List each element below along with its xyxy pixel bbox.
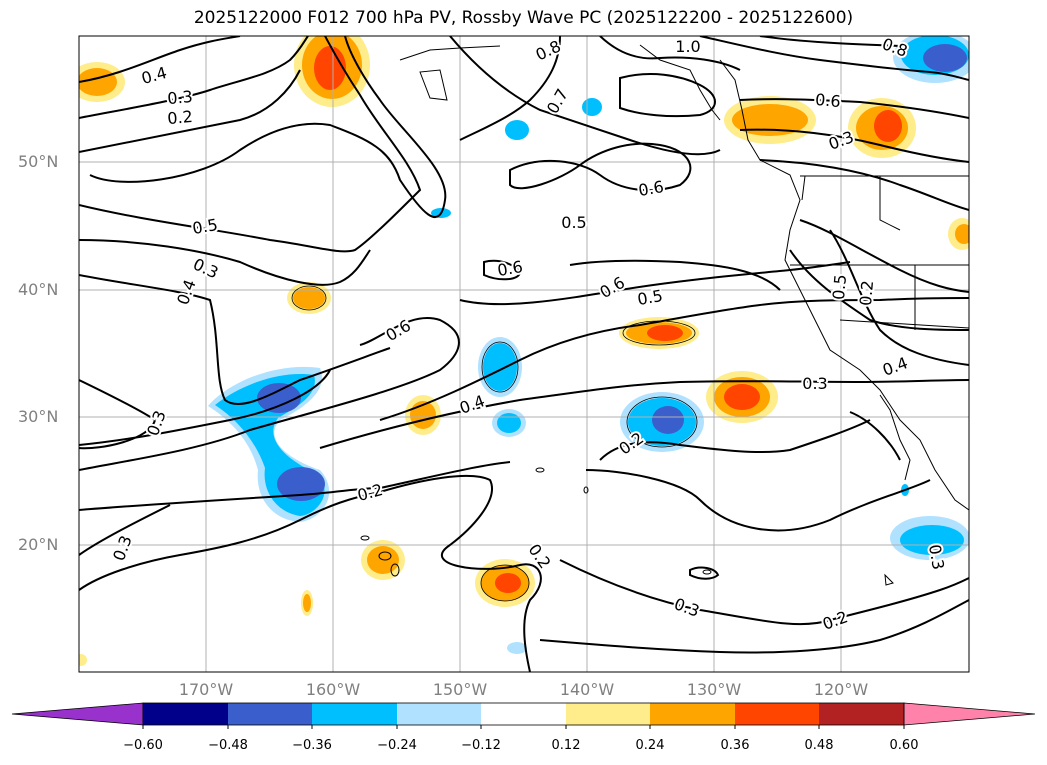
anomaly-blob bbox=[293, 287, 325, 309]
anomaly-blob bbox=[483, 343, 517, 391]
colorbar-tick-label: 0.24 bbox=[635, 738, 665, 753]
map-frame bbox=[78, 35, 970, 673]
contour-label: 0.6 bbox=[814, 90, 841, 111]
anomaly-blob bbox=[724, 384, 760, 410]
contour-label: 0.5 bbox=[829, 274, 850, 301]
contour-label: 0.2 bbox=[167, 107, 194, 128]
colorbar-tick-label: 0.12 bbox=[551, 738, 581, 753]
colorbar-segment bbox=[819, 703, 904, 725]
anomaly-blob bbox=[582, 98, 602, 116]
contour-label: 0.3 bbox=[802, 374, 827, 393]
colorbar-tick-label: −0.12 bbox=[461, 738, 501, 753]
anomaly-blob bbox=[507, 642, 527, 654]
colorbar-tick-label: −0.24 bbox=[377, 738, 417, 753]
contour-label: 0.2 bbox=[355, 480, 385, 505]
contour-label: 0.3 bbox=[925, 543, 948, 571]
colorbar-extend-low bbox=[11, 702, 144, 726]
contour-label: 1.0 bbox=[675, 37, 700, 56]
anomaly-blob bbox=[497, 413, 521, 433]
colorbar-extend-high bbox=[903, 702, 1036, 726]
contour-label: 0.6 bbox=[382, 316, 414, 345]
colorbar-segment bbox=[312, 703, 397, 725]
contour-label: 0.5 bbox=[636, 286, 664, 309]
colorbar-segment bbox=[228, 703, 312, 725]
anomaly-blob bbox=[257, 383, 301, 413]
pv-contours bbox=[79, 36, 969, 672]
lon-label-120w: 120°W bbox=[813, 680, 869, 699]
coastlines bbox=[360, 44, 969, 586]
anomaly-blob bbox=[495, 573, 521, 593]
anomaly-blob bbox=[314, 46, 346, 90]
lon-label-140w: 140°W bbox=[559, 680, 615, 699]
lon-label-130w: 130°W bbox=[686, 680, 742, 699]
colorbar-frame bbox=[142, 702, 905, 726]
colorbar-segment bbox=[143, 703, 228, 725]
anomaly-blob bbox=[900, 525, 964, 555]
lat-label-40n: 40°N bbox=[18, 280, 59, 299]
anomaly-blob bbox=[505, 120, 529, 140]
colorbar-segment bbox=[650, 703, 735, 725]
contour-label: 0.5 bbox=[191, 215, 219, 238]
colorbar-tick-label: 0.36 bbox=[720, 738, 750, 753]
contour-label: 0.6 bbox=[637, 177, 665, 200]
contour-label: 0.4 bbox=[139, 63, 169, 88]
map-plot-area bbox=[79, 36, 969, 672]
blob-outlines bbox=[291, 285, 698, 602]
anomaly-blob bbox=[277, 467, 325, 501]
colorbar-segment bbox=[566, 703, 650, 725]
lat-label-50n: 50°N bbox=[18, 152, 59, 171]
anomaly-blob bbox=[955, 224, 969, 244]
contour-label: 0.5 bbox=[561, 213, 586, 232]
lon-label-160w: 160°W bbox=[305, 680, 361, 699]
colorbar-tick-label: 0.60 bbox=[889, 738, 919, 753]
colorbar bbox=[11, 702, 1036, 729]
anomaly-blob bbox=[647, 325, 683, 341]
anomaly-blob bbox=[652, 406, 684, 434]
contour-label: 0.3 bbox=[190, 254, 221, 282]
colorbar-tick-label: −0.36 bbox=[292, 738, 332, 753]
contour-label: 0.3 bbox=[167, 87, 194, 108]
colorbar-segment bbox=[397, 703, 481, 725]
colorbar-tick-label: −0.60 bbox=[123, 738, 163, 753]
contour-label: 0.6 bbox=[596, 273, 628, 302]
lon-label-150w: 150°W bbox=[432, 680, 488, 699]
lat-label-30n: 30°N bbox=[18, 407, 59, 426]
colorbar-tick-label: −0.48 bbox=[208, 738, 248, 753]
contour-label: 0.6 bbox=[496, 257, 524, 280]
lat-label-20n: 20°N bbox=[18, 535, 59, 554]
anomaly-blob bbox=[874, 110, 902, 142]
colorbar-segment bbox=[481, 703, 566, 725]
anomaly-blob bbox=[923, 44, 967, 72]
map-title: 2025122000 F012 700 hPa PV, Rossby Wave … bbox=[193, 8, 854, 28]
anomaly-blob bbox=[79, 654, 87, 666]
anomaly-blob bbox=[732, 104, 808, 136]
contour-label: 0.2 bbox=[856, 280, 877, 307]
colorbar-segment bbox=[735, 703, 819, 725]
anomaly-blob bbox=[303, 594, 311, 612]
lon-label-170w: 170°W bbox=[178, 680, 234, 699]
colorbar-tick-label: 0.48 bbox=[804, 738, 834, 753]
